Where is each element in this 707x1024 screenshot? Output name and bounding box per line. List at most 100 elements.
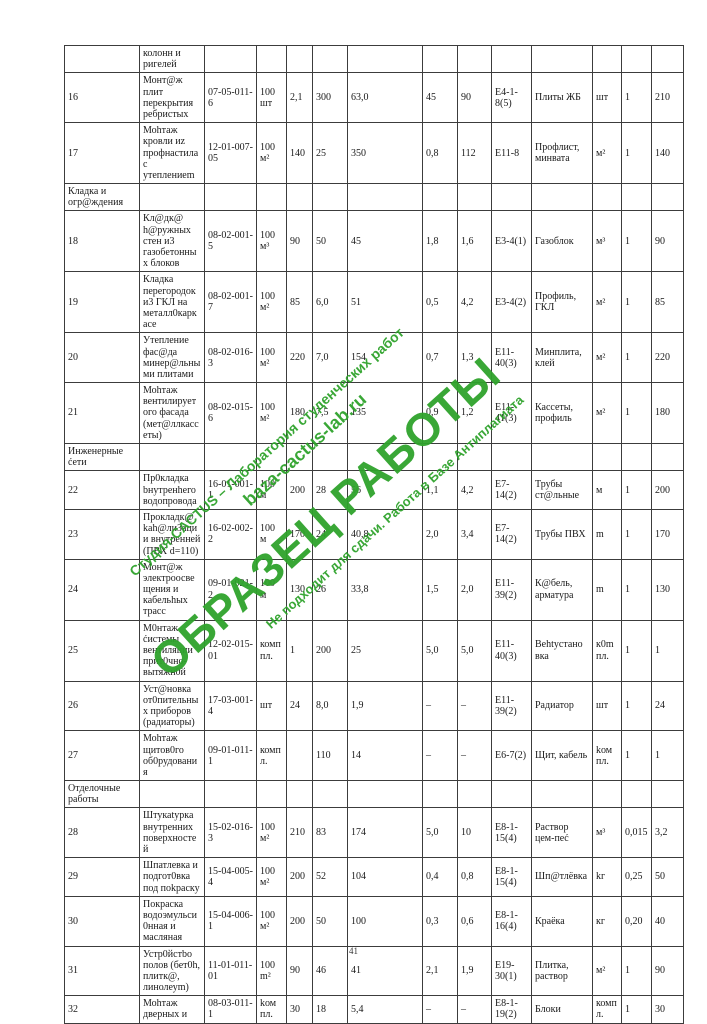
table-cell [651,44,684,74]
page-number: 41 [349,946,358,956]
table-cell: 2,1 [286,72,313,124]
table-cell: Е3-4(1) [491,210,532,273]
table-row: колонн и ригелей [64,44,684,74]
table-cell [457,183,492,212]
table-cell: Кассеты, профиль [531,382,593,444]
table-cell: 100 м³ [256,210,287,273]
table-cell: 1 [621,72,652,124]
table-cell: 180 [651,382,684,444]
table-cell: шт [592,72,622,124]
table-cell [256,44,287,74]
table-cell: kом пл. [592,730,622,782]
table-cell: 1,3 [457,332,492,384]
table-cell: Минплита, клей [531,332,593,384]
table-cell: 7,5 [312,382,348,444]
table-cell: 100 м² [256,807,287,859]
table-cell [64,44,140,74]
table-cell: 110 [312,730,348,782]
table-row: 18 Кл@дк@ h@ружных стен и3 газобетонных б… [64,210,684,273]
table-cell: Е11-40(3) [491,619,532,682]
table-cell: комп л. [256,730,287,782]
table-cell: 10 [457,807,492,859]
table-cell: 1 [286,619,313,682]
table-cell: Е8-1-15(4) [491,857,532,897]
table-row: 27 Моhтаж щитов0го об0рудовани я 09-01-011… [64,730,684,782]
table-cell: 350 [347,122,423,185]
table-cell: 1,5 [422,558,458,621]
table-cell: Моhтаж щитов0го об0рудовани я [139,730,205,782]
table-cell: Е8-1-15(4) [491,807,532,859]
table-cell: 51 [347,271,423,334]
table-cell: 7,0 [312,332,348,384]
table-cell: Моhтаж кровли иz профнастила с утепление… [139,122,205,185]
table-cell: 140 [286,122,313,185]
table-cell: 85 [651,271,684,334]
table-cell: 14 [347,730,423,782]
table-cell: 1 [621,332,652,384]
table-cell [422,780,458,809]
table-cell: 28 [312,470,348,510]
table-cell: 26 [312,558,348,621]
table-cell: 3,4 [457,508,492,560]
table-cell [347,44,423,74]
table-cell: 0,3 [422,895,458,947]
table-cell: Е6-7(2) [491,730,532,782]
table-cell: Штукаtурка внутренних поверхностей [139,807,205,859]
table-cell [457,780,492,809]
table-cell: 27 [64,730,140,782]
table-cell [621,183,652,212]
table-cell: Е11-41(3) [491,382,532,444]
table-cell: 100 м² [256,332,287,384]
table-cell: Краёка [531,895,593,947]
table-cell: 1 [621,210,652,273]
table-cell: 90 [651,210,684,273]
table-cell: 56 [347,470,423,510]
table-cell [312,183,348,212]
table-cell: 1,1 [422,470,458,510]
table-row: 30 Покраска водоэмульси 0нная и масляная 1… [64,895,684,947]
table-cell: m [592,508,622,560]
table-cell [204,780,257,809]
table-cell: 15-04-005-4 [204,857,257,897]
table-cell [491,780,532,809]
table-cell: 130 [651,558,684,621]
table-cell: 220 [651,332,684,384]
section-row: Инженерные ćети [64,442,684,472]
table-cell: Уст@новка от0пительны х приборов (радиат… [139,680,205,732]
table-cell [651,780,684,809]
table-cell: Газоблок [531,210,593,273]
table-cell: 100 m² [256,945,287,997]
table-cell: Е3-4(2) [491,271,532,334]
table-cell: 4,2 [457,470,492,510]
table-cell: 0,9 [422,382,458,444]
table-cell: – [457,730,492,782]
table-cell: 63,0 [347,72,423,124]
table-cell: 1 [621,680,652,732]
table-cell [621,44,652,74]
table-cell: Behtустано вка [531,619,593,682]
table-cell: 22 [64,470,140,510]
table-cell: 135 [347,382,423,444]
table-cell [651,442,684,472]
table-cell: kг [592,857,622,897]
table-cell: 100 шт [256,72,287,124]
table-cell: 1 [621,122,652,185]
table-cell: 50 [312,895,348,947]
table-cell: m [592,558,622,621]
table-cell: 90 [651,945,684,997]
table-cell [312,780,348,809]
table-cell: 45 [422,72,458,124]
table-cell [312,442,348,472]
table-row: 31 Устр0йстbо полов (бет0h, плитк@, линол… [64,945,684,997]
table-cell: 09-01-021-2 [204,558,257,621]
table-cell: 100 [347,895,423,947]
table-cell: 100 м² [256,857,287,897]
table-cell: м [592,470,622,510]
table-cell: 33,8 [347,558,423,621]
table-cell: 50 [312,210,348,273]
table-row: 22 Пр0кладка bнутренhего водопровода 16-01… [64,470,684,510]
table-cell: 50 [651,857,684,897]
table-cell: 1 [621,271,652,334]
table-cell: Профиль, ГКЛ [531,271,593,334]
table-cell [139,183,205,212]
